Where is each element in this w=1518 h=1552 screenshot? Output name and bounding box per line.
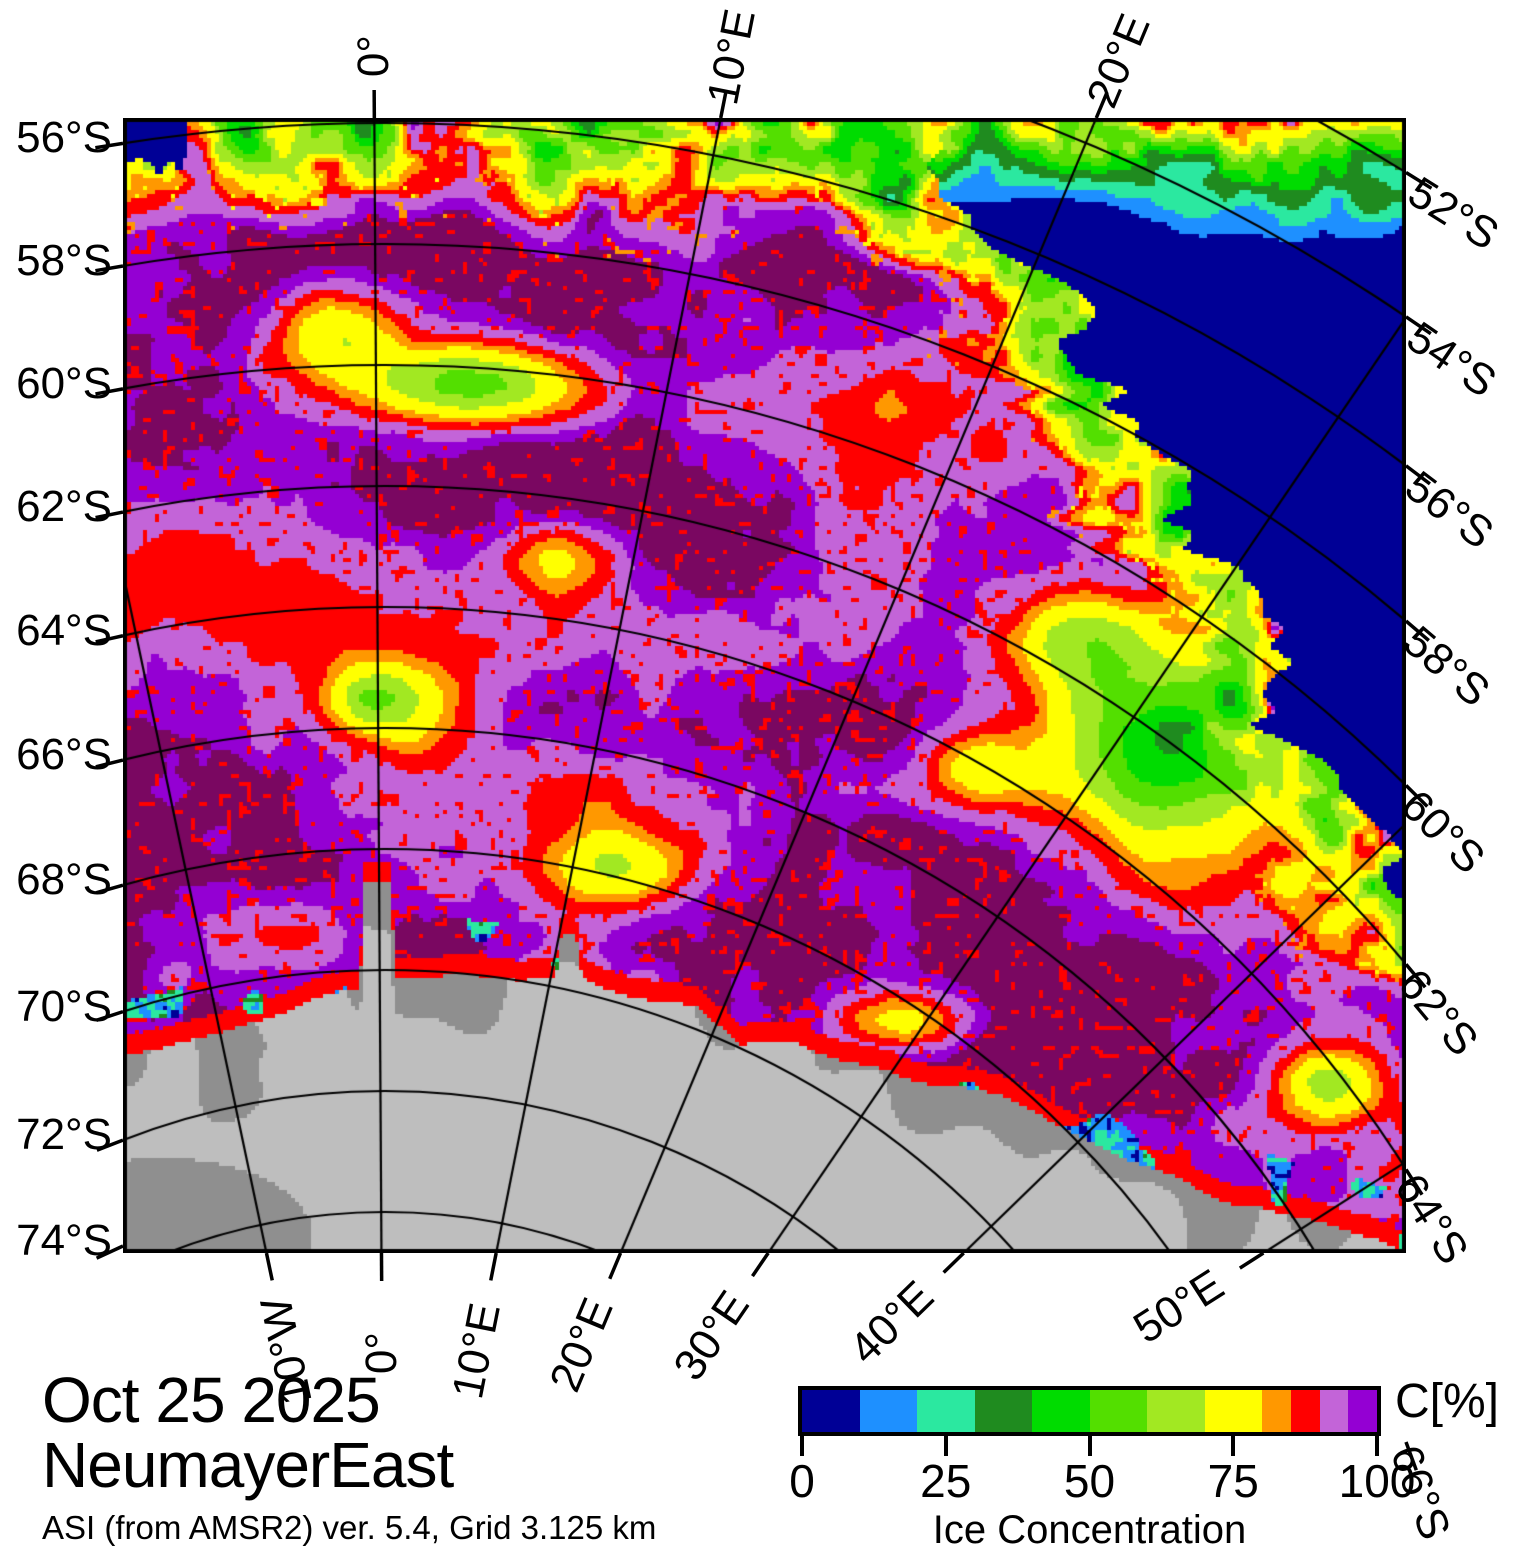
axis-label: 52°S (1401, 170, 1506, 258)
title-block: Oct 25 2025 NeumayerEast ASI (from AMSR2… (42, 1368, 656, 1547)
axis-label: 74°S (0, 1219, 112, 1263)
axis-tick (944, 1253, 964, 1273)
colorbar-segment (860, 1390, 918, 1432)
colorbar-tick (800, 1436, 804, 1456)
axis-label: 50°E (1127, 1263, 1231, 1352)
colorbar-segment (1262, 1390, 1291, 1432)
colorbar-tick (944, 1436, 948, 1456)
axis-label: 70°S (0, 985, 112, 1029)
axis-label: 62°S (0, 485, 112, 529)
colorbar-unit-label: C[%] (1395, 1378, 1499, 1426)
axis-label: 56°S (0, 116, 112, 160)
axis-tick (1240, 1253, 1264, 1268)
map-region: NeumayerEast (42, 1433, 656, 1498)
axis-label: 40°E (842, 1273, 941, 1371)
colorbar-tick-label: 0 (789, 1458, 815, 1504)
axis-label: 58°S (0, 239, 112, 283)
axis-tick (266, 1253, 272, 1280)
map-source-line: ASI (from AMSR2) ver. 5.4, Grid 3.125 km (42, 1509, 656, 1547)
axis-label: 68°S (0, 858, 112, 902)
colorbar-segment (1090, 1390, 1148, 1432)
colorbar-segment (1032, 1390, 1090, 1432)
map-date: Oct 25 2025 (42, 1368, 656, 1433)
colorbar-segment (975, 1390, 1033, 1432)
colorbar-gradient (798, 1386, 1381, 1436)
axis-label: 66°S (0, 733, 112, 777)
axis-tick (491, 1253, 496, 1280)
colorbar-tick-label: 75 (1208, 1458, 1259, 1504)
axis-tick (752, 1253, 768, 1276)
axis-label: 60°S (0, 362, 112, 406)
colorbar-tick-label: 25 (920, 1458, 971, 1504)
colorbar-tick (1088, 1436, 1092, 1456)
colorbar-tick (1375, 1436, 1379, 1456)
colorbar-segment (1291, 1390, 1320, 1432)
colorbar-tick (1231, 1436, 1235, 1456)
axis-label: 30°E (667, 1284, 757, 1388)
colorbar-segment (917, 1390, 975, 1432)
axis-label: 60°S (1393, 783, 1492, 882)
axis-label: 72°S (0, 1113, 112, 1157)
sea-ice-map (123, 118, 1406, 1253)
axis-label: 56°S (1397, 464, 1500, 557)
axis-label: 20°E (1081, 8, 1159, 113)
colorbar-segment (802, 1390, 860, 1432)
axis-label: 10°E (701, 6, 763, 109)
colorbar-tick-label: 50 (1064, 1458, 1115, 1504)
colorbar-segment (1147, 1390, 1205, 1432)
axis-label: 0° (352, 35, 396, 77)
colorbar-tick-label: 100 (1339, 1458, 1416, 1504)
colorbar-segment (1205, 1390, 1263, 1432)
axis-label: 64°S (0, 609, 112, 653)
colorbar-segment (1320, 1390, 1349, 1432)
colorbar-axis-title: Ice Concentration (798, 1510, 1381, 1550)
axis-label: 58°S (1395, 619, 1496, 715)
axis-tick (610, 1253, 621, 1279)
axis-label: 54°S (1399, 315, 1503, 405)
colorbar-segment (1348, 1390, 1377, 1432)
